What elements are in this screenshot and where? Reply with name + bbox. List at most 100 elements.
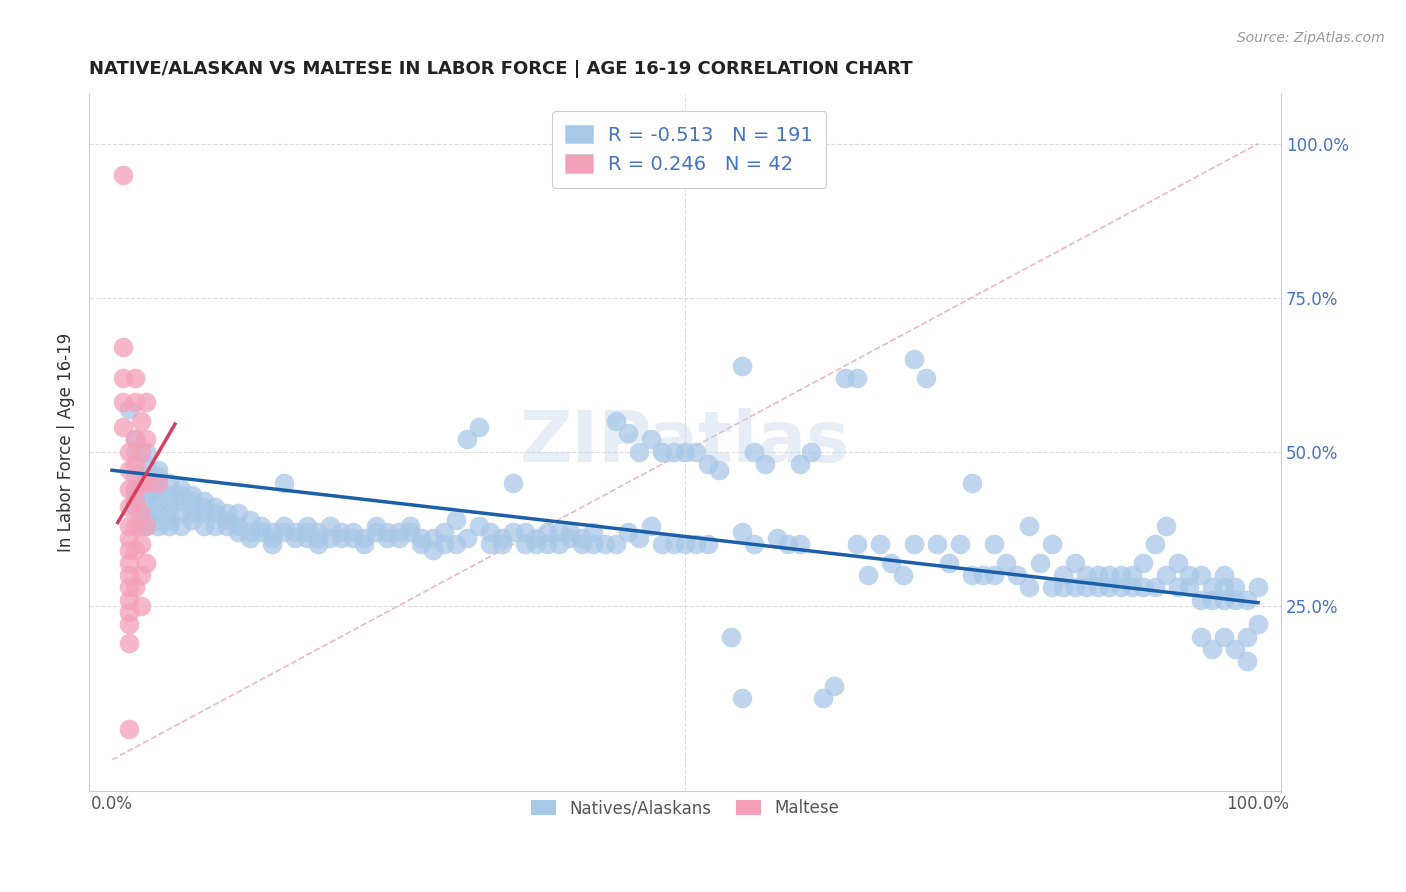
Point xyxy=(685,444,707,458)
Point xyxy=(789,457,811,471)
Point xyxy=(731,691,754,706)
Point xyxy=(129,568,152,582)
Point xyxy=(250,518,273,533)
Point xyxy=(456,433,478,447)
Point xyxy=(731,524,754,539)
Point xyxy=(204,500,226,515)
Point xyxy=(502,524,524,539)
Point xyxy=(193,494,215,508)
Point xyxy=(949,537,972,551)
Point xyxy=(124,494,146,508)
Point xyxy=(479,537,502,551)
Point xyxy=(273,524,295,539)
Point xyxy=(571,537,593,551)
Point xyxy=(112,340,135,354)
Point xyxy=(1063,580,1085,594)
Point xyxy=(124,494,146,508)
Point xyxy=(112,395,135,409)
Point xyxy=(628,531,651,545)
Point xyxy=(135,469,157,483)
Point xyxy=(1029,556,1052,570)
Point xyxy=(129,444,152,458)
Point xyxy=(983,568,1005,582)
Point xyxy=(295,518,318,533)
Point xyxy=(118,580,141,594)
Point xyxy=(1063,556,1085,570)
Point xyxy=(135,518,157,533)
Point xyxy=(124,457,146,471)
Point xyxy=(129,414,152,428)
Text: ZIPatlas: ZIPatlas xyxy=(520,408,851,477)
Point xyxy=(273,475,295,490)
Point xyxy=(118,568,141,582)
Point xyxy=(903,352,925,367)
Legend: Natives/Alaskans, Maltese: Natives/Alaskans, Maltese xyxy=(524,793,846,824)
Point xyxy=(135,444,157,458)
Point xyxy=(157,512,180,526)
Point xyxy=(170,507,193,521)
Point xyxy=(262,537,284,551)
Point xyxy=(593,537,616,551)
Point xyxy=(960,568,983,582)
Point xyxy=(118,605,141,619)
Point xyxy=(1212,580,1234,594)
Point xyxy=(560,531,582,545)
Point xyxy=(129,518,152,533)
Point xyxy=(353,531,375,545)
Point xyxy=(662,444,685,458)
Point xyxy=(697,457,720,471)
Point xyxy=(157,494,180,508)
Point xyxy=(157,507,180,521)
Point xyxy=(754,457,776,471)
Point xyxy=(605,537,627,551)
Point xyxy=(124,500,146,515)
Point xyxy=(135,475,157,490)
Point xyxy=(124,482,146,496)
Point xyxy=(1247,580,1270,594)
Y-axis label: In Labor Force | Age 16-19: In Labor Force | Age 16-19 xyxy=(58,333,75,552)
Point xyxy=(124,518,146,533)
Point xyxy=(215,512,238,526)
Point xyxy=(181,494,204,508)
Point xyxy=(1040,537,1063,551)
Point xyxy=(1052,580,1074,594)
Point xyxy=(616,524,638,539)
Point xyxy=(778,537,800,551)
Point xyxy=(1074,580,1097,594)
Point xyxy=(375,531,398,545)
Point xyxy=(135,482,157,496)
Point xyxy=(135,512,157,526)
Point xyxy=(411,531,433,545)
Point xyxy=(118,401,141,416)
Point xyxy=(1121,568,1143,582)
Point xyxy=(823,679,845,693)
Point xyxy=(651,444,673,458)
Point xyxy=(342,531,364,545)
Point xyxy=(124,433,146,447)
Point xyxy=(1098,568,1121,582)
Point xyxy=(118,543,141,558)
Point xyxy=(972,568,994,582)
Point xyxy=(811,691,834,706)
Point xyxy=(524,537,547,551)
Point xyxy=(129,475,152,490)
Point xyxy=(1223,592,1246,607)
Point xyxy=(204,507,226,521)
Point xyxy=(262,531,284,545)
Point xyxy=(118,500,141,515)
Point xyxy=(124,444,146,458)
Point xyxy=(1212,568,1234,582)
Point xyxy=(170,494,193,508)
Point xyxy=(118,518,141,533)
Point xyxy=(513,537,536,551)
Point xyxy=(1247,617,1270,632)
Point xyxy=(181,512,204,526)
Point xyxy=(215,518,238,533)
Point xyxy=(720,630,742,644)
Point xyxy=(135,507,157,521)
Point xyxy=(226,507,249,521)
Point xyxy=(157,488,180,502)
Point xyxy=(399,524,422,539)
Point xyxy=(685,537,707,551)
Point xyxy=(387,524,409,539)
